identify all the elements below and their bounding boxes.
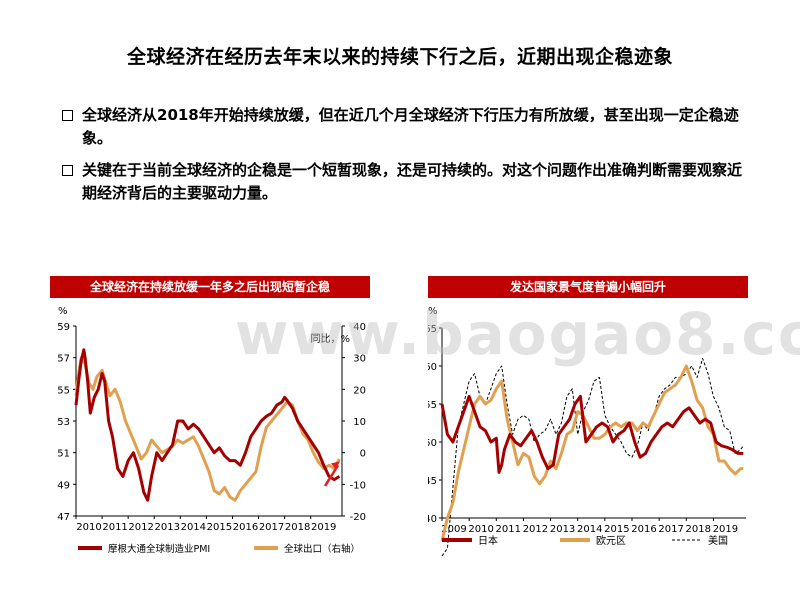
series-line-pmi <box>74 348 341 502</box>
y-axis-label: % <box>428 306 438 317</box>
x-tick-label: 2016 <box>233 522 258 533</box>
x-tick-label: 2012 <box>523 524 548 535</box>
chart-title-right: 发达国家景气度普遍小幅回升 <box>428 276 748 298</box>
watermark: www.baogao8.com <box>235 300 800 368</box>
developed-pmi-line-chart: %404550556065200920102011201220132014201… <box>424 306 746 557</box>
y-tick-label: 60 <box>428 362 437 373</box>
bullet-text-1: 全球经济从2018年开始持续放缓，但在近几个月全球经济下行压力有所放缓，甚至出现… <box>82 106 739 147</box>
x-tick-label: 2019 <box>311 522 336 533</box>
series-line-export <box>74 356 341 502</box>
x-tick-label: 2014 <box>181 522 206 533</box>
red-arrow-icon <box>330 461 340 470</box>
series-line-japan <box>440 394 744 474</box>
x-tick-label: 2010 <box>76 522 101 533</box>
x-tick-label: 2019 <box>713 524 738 535</box>
x-tick-label: 2011 <box>102 522 127 533</box>
y-tick-label-left: 59 <box>57 322 70 333</box>
legend-label: 全球出口（右轴） <box>284 543 360 555</box>
legend-label: 日本 <box>478 534 498 547</box>
chart-panel-left: 全球经济在持续放缓一年多之后出现短暂企稳 % 同比，% 47 49 51 53 55 57 59… <box>50 276 370 594</box>
y-tick-label: 45 <box>428 476 437 487</box>
y-tick-label-right: 20 <box>353 385 366 396</box>
x-tick-label: 2018 <box>686 524 711 535</box>
y-tick-label: 50 <box>428 438 437 449</box>
y-tick-label-left: 47 <box>57 512 70 523</box>
y-axis-label-left: % <box>58 306 68 317</box>
y-tick-label: 55 <box>428 400 437 411</box>
y-tick-label: 65 <box>428 324 437 335</box>
y-tick-label-right: 30 <box>353 354 366 365</box>
x-tick-label: 2015 <box>207 522 232 533</box>
x-tick-label: 2014 <box>577 524 602 535</box>
x-tick-label: 2013 <box>155 522 180 533</box>
bullet-text-2: 关键在于当前全球经济的企稳是一个短暂现象，还是可持续的。对这个问题作出准确判断需… <box>82 161 743 202</box>
legend-label: 摩根大通全球制造业PMI <box>108 543 210 555</box>
slide-title: 全球经济在经历去年末以来的持续下行之后，近期出现企稳迹象 <box>126 46 673 68</box>
x-tick-label: 2009 <box>441 524 466 535</box>
y-tick-label-left: 51 <box>57 449 70 460</box>
x-tick-label: 2012 <box>128 522 153 533</box>
legend-label: 欧元区 <box>596 535 626 547</box>
x-tick-label: 2011 <box>496 524 521 535</box>
y-axis-label-right: 同比，% <box>310 333 350 345</box>
y-tick-label-left: 55 <box>57 385 70 396</box>
chart-title-left: 全球经济在持续放缓一年多之后出现短暂企稳 <box>50 276 370 298</box>
square-bullet-icon <box>62 110 73 121</box>
x-tick-label: 2010 <box>468 524 493 535</box>
bullet-list: 全球经济从2018年开始持续放缓，但在近几个月全球经济下行压力有所放缓，甚至出现… <box>60 104 750 214</box>
legend-label: 美国 <box>708 534 728 547</box>
y-tick-label-left: 57 <box>57 354 70 365</box>
y-tick-label-right: -10 <box>350 480 366 491</box>
x-tick-label: 2013 <box>550 524 575 535</box>
series-line-usa <box>441 357 744 557</box>
chart-panel-right: 发达国家景气度普遍小幅回升 %4045505560652009201020112… <box>424 276 748 594</box>
bullet-item-1: 全球经济从2018年开始持续放缓，但在近几个月全球经济下行压力有所放缓，甚至出现… <box>60 104 750 150</box>
y-tick-label-right: 40 <box>353 322 366 333</box>
y-tick-label-right: 0 <box>360 449 366 460</box>
x-tick-label: 2016 <box>631 524 656 535</box>
y-tick-label-right: 10 <box>353 417 366 428</box>
square-bullet-icon <box>62 165 73 176</box>
x-tick-label: 2017 <box>658 524 683 535</box>
bullet-item-2: 关键在于当前全球经济的企稳是一个短暂现象，还是可持续的。对这个问题作出准确判断需… <box>60 159 750 205</box>
y-tick-label-left: 49 <box>57 480 70 491</box>
x-tick-label: 2017 <box>259 522 284 533</box>
x-tick-label: 2015 <box>604 524 629 535</box>
y-tick-label-left: 53 <box>57 417 70 428</box>
series-line-eurozone <box>440 364 744 542</box>
y-tick-label-right: -20 <box>350 512 366 523</box>
x-tick-label: 2018 <box>285 522 310 533</box>
y-tick-label: 40 <box>428 514 437 525</box>
